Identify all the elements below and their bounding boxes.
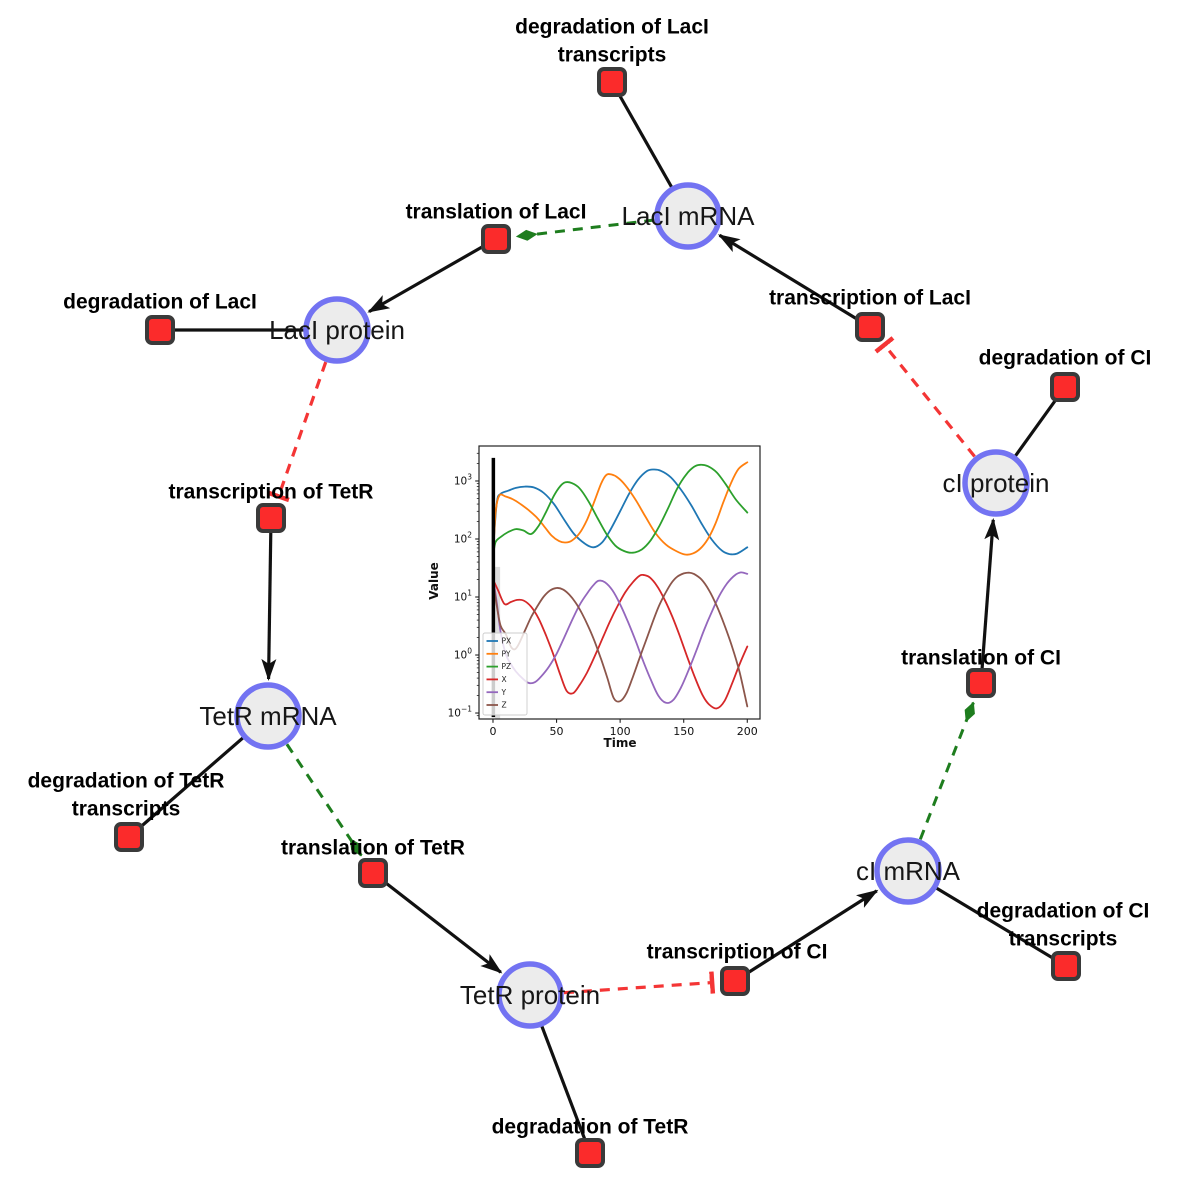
series-X: [492, 573, 749, 710]
legend-label-Y: Y: [501, 688, 507, 697]
timeseries-inset-chart: 0 50 100 150 200 10−1 100 101 102 103 PX PY PZ X Y Z Ti…: [424, 432, 776, 766]
reaction-node-tr_tetR[interactable]: [256, 503, 286, 533]
legend-label-Z: Z: [502, 701, 507, 710]
legend-label-PX: PX: [502, 637, 512, 646]
species-node-lacI_mRNA[interactable]: [654, 182, 722, 250]
edge-activator-tetR_mRNA-tl_tetR: [285, 743, 363, 857]
species-node-lacI_protein[interactable]: [303, 296, 371, 364]
label-tr_tetR: transcription of TetR: [169, 481, 374, 504]
y-tick-label: 102: [454, 530, 472, 545]
y-tick-label: 103: [454, 472, 472, 487]
label-dg_tetR_tx: degradation of TetR: [28, 770, 225, 793]
label-cI_protein: cI protein: [943, 468, 1050, 498]
x-tick-label: 200: [737, 725, 758, 738]
y-tick-label: 10−1: [448, 705, 473, 720]
nodes-layer: [114, 67, 1081, 1168]
label-tetR_protein: TetR protein: [460, 980, 600, 1010]
series-PX: [492, 468, 749, 556]
x-tick-label: 0: [489, 725, 496, 738]
chart-ylabel: Value: [427, 562, 441, 600]
label-dg_tetR_tx: transcripts: [72, 798, 181, 821]
series-Z: [492, 571, 749, 708]
chart-legend: PX PY PZ XYZ: [482, 632, 528, 716]
labels-layer: degradation of LacI transcripts translatio…: [28, 16, 1152, 1139]
x-tick-label: 50: [550, 725, 564, 738]
label-tl_lacI: translation of LacI: [406, 201, 587, 224]
y-tick-label: 101: [454, 589, 472, 604]
edge-product-tl_tetR-tetR_protein: [372, 871, 503, 974]
label-cI_mRNA: cI mRNA: [856, 856, 961, 886]
edge-product-tl_lacI-lacI_protein: [367, 237, 497, 314]
label-dg_lacI_tx: degradation of LacI: [515, 16, 709, 39]
species-node-tetR_protein[interactable]: [496, 961, 564, 1029]
label-lacI_mRNA: LacI mRNA: [622, 201, 756, 231]
label-tl_tetR: translation of TetR: [281, 837, 465, 860]
chart-xlabel: Time: [603, 736, 637, 750]
legend-label-PZ: PZ: [502, 662, 512, 671]
reaction-node-dg_lacI[interactable]: [145, 315, 175, 345]
species-node-cI_protein[interactable]: [962, 449, 1030, 517]
y-tick-label: 100: [454, 647, 472, 662]
legend-label-PY: PY: [502, 649, 511, 658]
label-tl_cI: translation of CI: [901, 647, 1061, 670]
edge-product-tl_cI-cI_protein: [979, 517, 1000, 684]
reaction-node-dg_tetR[interactable]: [575, 1138, 605, 1168]
label-dg_tetR: degradation of TetR: [492, 1116, 689, 1139]
reaction-node-dg_lacI_tx[interactable]: [597, 67, 627, 97]
reaction-node-tr_cI[interactable]: [720, 966, 750, 996]
reaction-node-dg_cI[interactable]: [1050, 372, 1080, 402]
label-tetR_mRNA: TetR mRNA: [199, 701, 337, 731]
species-node-cI_mRNA[interactable]: [874, 837, 942, 905]
edge-product-tr_cI-cI_mRNA: [734, 889, 879, 983]
label-dg_cI: degradation of CI: [979, 347, 1152, 370]
series-PY: [492, 461, 749, 563]
chart-spines: [478, 445, 761, 720]
label-dg_lacI_tx: transcripts: [558, 44, 667, 67]
reaction-node-tl_tetR[interactable]: [358, 858, 388, 888]
edges-layer: [127, 81, 1067, 1154]
label-dg_lacI: degradation of LacI: [63, 291, 257, 314]
x-tick-label: 150: [673, 725, 694, 738]
x-tick-label: 100: [610, 725, 631, 738]
label-dg_cI_tx: degradation of CI: [977, 900, 1150, 923]
reaction-node-tl_cI[interactable]: [966, 668, 996, 698]
chart-series-layer: [492, 461, 749, 710]
species-node-tetR_mRNA[interactable]: [234, 682, 302, 750]
edge-activator-cI_mRNA-tl_cI: [918, 701, 975, 840]
edge-inhibitor-cI_protein-tr_lacI: [874, 336, 976, 458]
edge-product-tr_lacI-lacI_mRNA: [717, 233, 871, 329]
edge-activator-lacI_mRNA-tl_lacI: [515, 218, 655, 241]
label-lacI_protein: LacI protein: [269, 315, 405, 345]
reaction-node-tr_lacI[interactable]: [855, 312, 885, 342]
chart-plot-area: 0 50 100 150 200 10−1 100 101 102 103 PX PY PZ XYZ: [448, 445, 761, 738]
reaction-node-tl_lacI[interactable]: [481, 224, 511, 254]
reaction-node-dg_tetR_tx[interactable]: [114, 822, 144, 852]
edge-inhibitor-tetR_protein-tr_cI: [563, 971, 716, 995]
legend-label-X: X: [502, 675, 507, 684]
label-dg_cI_tx: transcripts: [1009, 928, 1118, 951]
label-tr_lacI: transcription of LacI: [769, 287, 971, 310]
label-tr_cI: transcription of CI: [647, 941, 828, 964]
series-PZ: [492, 463, 749, 558]
edge-inhibitor-lacI_protein-tr_tetR: [267, 361, 328, 503]
reaction-node-dg_cI_tx[interactable]: [1051, 951, 1081, 981]
edge-product-tr_tetR-tetR_mRNA: [261, 517, 277, 682]
